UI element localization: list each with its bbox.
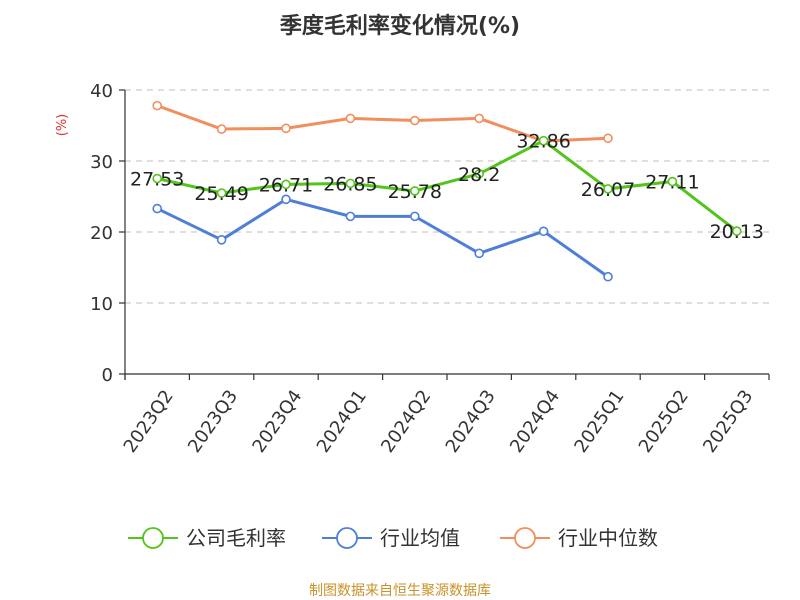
data-point[interactable]	[667, 176, 678, 187]
data-label: 27.11	[645, 172, 699, 194]
data-point[interactable]	[281, 179, 291, 190]
data-point[interactable]	[409, 186, 420, 196]
x-tick-label: 2024Q1	[313, 386, 371, 457]
x-tick-label: 2024Q3	[442, 386, 500, 457]
series-line	[156, 197, 609, 278]
data-point[interactable]	[474, 248, 485, 259]
legend-item[interactable]: 行业均值	[322, 526, 460, 550]
data-point[interactable]	[409, 115, 420, 126]
data-point[interactable]	[603, 133, 613, 144]
legend-item[interactable]: 公司毛利率	[128, 526, 286, 550]
y-tick-label: 10	[90, 294, 113, 315]
data-point[interactable]	[281, 123, 291, 134]
data-label: 32.86	[516, 131, 570, 153]
legend-item[interactable]: 行业中位数	[500, 526, 658, 550]
x-tick-label: 2023Q3	[184, 386, 242, 457]
x-tick-label: 2025Q1	[570, 386, 628, 457]
legend-marker	[142, 527, 164, 549]
data-point[interactable]	[216, 188, 227, 198]
series-line	[156, 104, 609, 143]
x-tick-label: 2024Q4	[506, 386, 564, 457]
data-point[interactable]	[731, 226, 742, 236]
legend-marker	[336, 527, 358, 549]
series-line	[156, 139, 738, 233]
data-point[interactable]	[603, 271, 613, 282]
data-label: 28.2	[458, 164, 500, 186]
data-label: 20.13	[710, 221, 764, 243]
x-tick-label: 2024Q2	[377, 386, 435, 457]
data-point[interactable]	[538, 135, 549, 146]
data-point[interactable]	[474, 168, 485, 179]
data-point[interactable]	[281, 194, 291, 205]
data-point[interactable]	[345, 113, 356, 124]
data-point[interactable]	[216, 235, 227, 245]
data-label: 26.85	[323, 173, 377, 195]
source-note: 制图数据来自恒生聚源数据库	[309, 583, 491, 599]
gridlines	[125, 89, 769, 304]
x-tick-label: 2023Q2	[120, 386, 178, 457]
legend-label: 行业中位数	[558, 526, 658, 550]
data-point[interactable]	[409, 211, 420, 222]
data-point[interactable]	[152, 173, 162, 184]
x-tick-label: 2023Q4	[248, 386, 306, 457]
y-tick-label: 40	[90, 81, 113, 102]
data-point[interactable]	[538, 226, 549, 237]
data-point[interactable]	[474, 113, 485, 124]
data-point[interactable]	[152, 100, 162, 111]
x-tick-label: 2025Q3	[699, 386, 757, 457]
data-label: 26.07	[581, 179, 635, 201]
y-tick-label: 20	[90, 223, 113, 244]
data-label: 25.78	[388, 181, 442, 203]
data-point[interactable]	[345, 211, 356, 222]
data-label: 25.49	[194, 183, 248, 205]
chart-title: 季度毛利率变化情况(%)	[280, 13, 520, 39]
data-point[interactable]	[216, 124, 227, 134]
legend-marker	[514, 527, 536, 549]
legend-label: 行业均值	[380, 526, 460, 550]
legend[interactable]: 公司毛利率 行业均值 行业中位数	[128, 526, 658, 550]
series-lines	[152, 100, 742, 282]
data-point[interactable]	[152, 203, 162, 214]
data-point[interactable]	[603, 184, 613, 194]
y-tick-label: 30	[90, 152, 113, 173]
y-tick-label: 0	[102, 365, 113, 386]
y-axis-unit: (%)	[55, 114, 70, 137]
data-label: 26.71	[259, 174, 313, 196]
data-label: 27.53	[130, 169, 184, 191]
data-labels: 27.53 25.49 26.71 26.85 25.78 28.2 32.86 26.07 2…	[130, 131, 764, 243]
x-tick-label: 2025Q2	[635, 386, 693, 457]
data-point[interactable]	[345, 178, 356, 189]
legend-label: 公司毛利率	[186, 526, 286, 550]
